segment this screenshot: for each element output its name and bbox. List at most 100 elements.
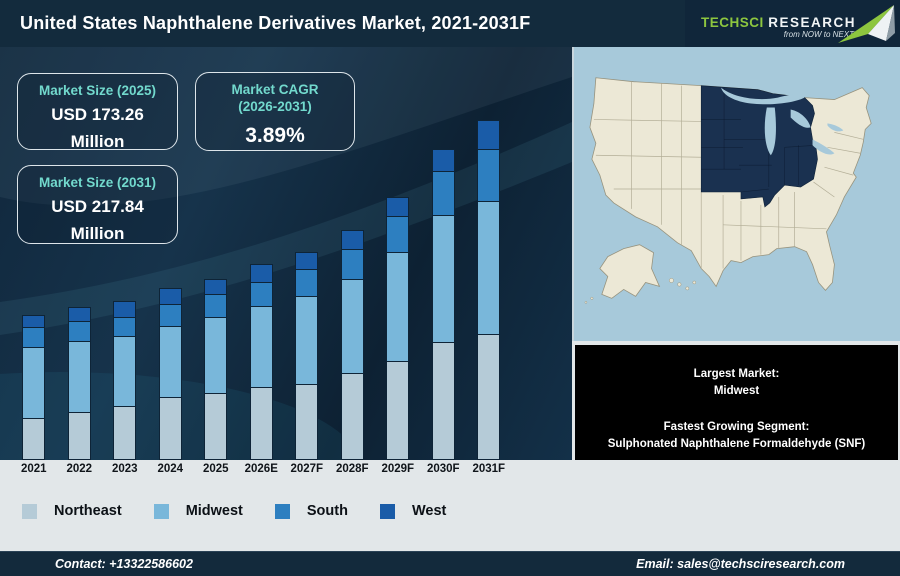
bar-segment-south-2024 <box>158 305 182 327</box>
bar-2026E <box>249 264 273 460</box>
bar-segment-south-2023 <box>113 318 137 337</box>
stat-box-cagr: Market CAGR (2026-2031) 3.89% <box>195 72 355 151</box>
legend-swatch-midwest <box>153 503 169 519</box>
header-bar: United States Naphthalene Derivatives Ma… <box>0 0 900 47</box>
logo-text: TechSci Research <box>701 14 856 32</box>
axis-label-2030F: 2030F <box>426 463 460 475</box>
legend-item-northeast: Northeast <box>22 503 122 519</box>
bar-segment-south-2031F <box>477 150 501 202</box>
contact-text: Contact: +13322586602 <box>55 557 193 571</box>
axis-label-2023: 2023 <box>111 463 138 475</box>
axis-label-2021: 2021 <box>20 463 47 475</box>
stat-box-market-size-2031: Market Size (2031) USD 217.84 Million <box>17 165 178 244</box>
stat-value: Million <box>70 223 125 243</box>
bar-2027F <box>295 252 319 460</box>
legend-item-south: South <box>274 503 348 519</box>
legend-label-west: West <box>411 503 447 519</box>
map-panel <box>572 47 900 341</box>
footer-bar: Contact: +13322586602 Email: sales@techs… <box>0 551 900 576</box>
bar-segment-west-2029F <box>386 197 410 217</box>
stacked-bar-chart <box>11 120 512 460</box>
bar-segment-south-2021 <box>22 328 46 348</box>
bar-segment-northeast-2028F <box>340 374 364 460</box>
chart-panel: Market Size (2025) USD 173.26 Million Mark… <box>0 47 572 460</box>
bar-segment-west-2031F <box>477 120 501 150</box>
bottom-strip: 2021 2022 2023 2024 2025 2026E 2027F 2028F 2029F… <box>0 460 900 551</box>
fastest-segment-label: Fastest Growing Segment: <box>663 421 810 434</box>
axis-label-2025: 2025 <box>202 463 229 475</box>
bar-column-2031F <box>466 120 512 460</box>
us-map <box>574 47 900 341</box>
bar-column-2026E <box>239 264 285 460</box>
bar-segment-northeast-2026E <box>249 388 273 460</box>
bar-segment-midwest-2023 <box>113 337 137 407</box>
bar-segment-south-2025 <box>204 295 228 318</box>
bar-segment-west-2024 <box>158 288 182 305</box>
stat-value: Million <box>70 131 125 151</box>
legend-label-northeast: Northeast <box>54 503 122 519</box>
largest-market-value: Midwest <box>713 384 760 397</box>
bar-segment-south-2022 <box>67 322 91 342</box>
bar-2031F <box>477 120 501 460</box>
axis-label-2022: 2022 <box>66 463 93 475</box>
bar-segment-midwest-2029F <box>386 253 410 362</box>
stat-box-market-size-2025: Market Size (2025) USD 173.26 Million <box>17 73 178 151</box>
bar-segment-midwest-2028F <box>340 280 364 374</box>
bar-segment-northeast-2030F <box>431 343 455 460</box>
bar-segment-northeast-2029F <box>386 362 410 460</box>
bar-segment-midwest-2025 <box>204 318 228 394</box>
legend-label-south: South <box>306 503 348 519</box>
logo-brand-secondary: Research <box>768 15 856 30</box>
bar-segment-northeast-2023 <box>113 407 137 460</box>
legend-item-west: West <box>379 503 447 519</box>
bar-segment-west-2030F <box>431 149 455 172</box>
bar-column-2030F <box>421 149 467 460</box>
bar-column-2029F <box>375 197 421 460</box>
largest-market-label: Largest Market: <box>693 368 780 380</box>
bar-segment-west-2028F <box>340 230 364 250</box>
bar-2024 <box>158 288 182 460</box>
bar-segment-midwest-2022 <box>67 342 91 413</box>
bar-segment-midwest-2026E <box>249 307 273 388</box>
bar-2021 <box>22 315 46 460</box>
arrow-icon <box>838 5 895 43</box>
bar-segment-west-2026E <box>249 264 273 283</box>
stat-label: Market Size (2025) <box>38 83 157 98</box>
x-axis-labels: 2021 2022 2023 2024 2025 2026E 2027F 2028F 2029F… <box>11 463 512 475</box>
bar-segment-northeast-2024 <box>158 398 182 460</box>
bar-segment-west-2027F <box>295 252 319 270</box>
bar-column-2023 <box>102 301 148 460</box>
logo-brand-primary: TechSci <box>701 15 764 30</box>
axis-label-2026E: 2026E <box>244 463 278 475</box>
bar-2023 <box>113 301 137 460</box>
alaska <box>599 244 661 299</box>
bar-segment-south-2027F <box>295 270 319 297</box>
legend-item-midwest: Midwest <box>153 503 243 519</box>
fastest-segment-value: Sulphonated Naphthalene Formaldehyde (SN… <box>607 438 866 451</box>
legend-swatch-northeast <box>22 503 37 519</box>
page-title: United States Naphthalene Derivatives Ma… <box>20 13 531 33</box>
bar-2029F <box>386 197 410 460</box>
email-text: Email: sales@techsciresearch.com <box>636 557 845 571</box>
bar-segment-midwest-2021 <box>22 348 46 419</box>
bar-segment-south-2026E <box>249 283 273 307</box>
bar-segment-south-2028F <box>340 250 364 280</box>
bar-2030F <box>431 149 455 460</box>
bar-segment-west-2023 <box>113 301 137 318</box>
stat-label: Market Size (2031) <box>38 175 157 190</box>
bar-segment-northeast-2025 <box>204 394 228 460</box>
bar-column-2022 <box>57 307 103 460</box>
bar-segment-northeast-2021 <box>22 419 46 460</box>
axis-label-2028F: 2028F <box>335 463 369 475</box>
bar-2025 <box>204 279 228 460</box>
bar-column-2025 <box>193 279 239 460</box>
bar-segment-midwest-2031F <box>477 202 501 335</box>
midwest-region <box>700 85 818 208</box>
bar-segment-midwest-2024 <box>158 327 182 398</box>
bar-segment-west-2025 <box>204 279 228 295</box>
stat-label: Market CAGR (2026-2031) <box>231 82 319 114</box>
chart-legend: Northeast Midwest South West <box>22 503 478 519</box>
axis-label-2024: 2024 <box>157 463 184 475</box>
bar-segment-northeast-2031F <box>477 335 501 460</box>
